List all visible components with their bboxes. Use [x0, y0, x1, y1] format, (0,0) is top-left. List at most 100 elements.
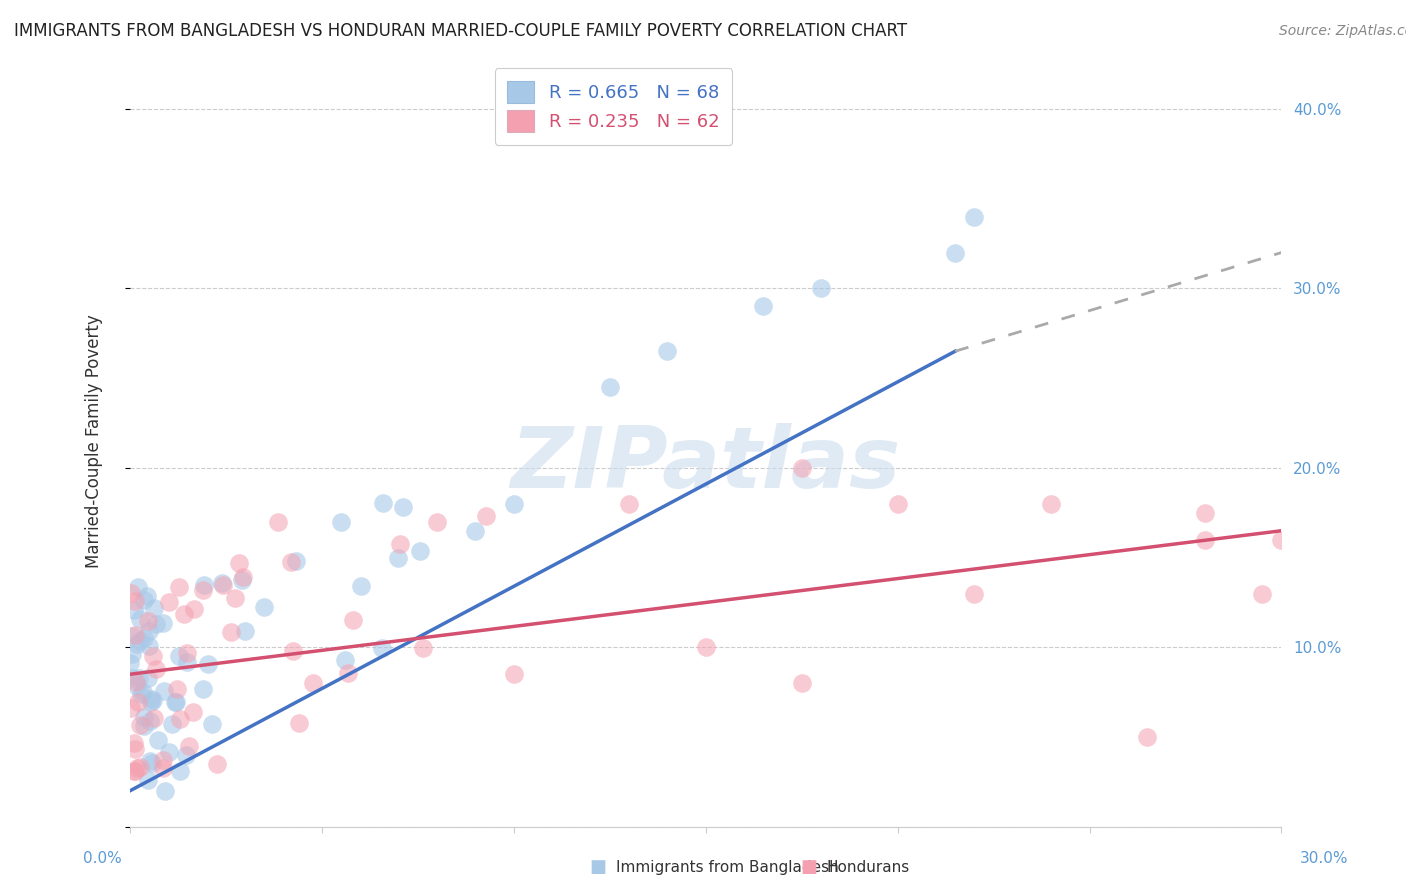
Point [129, 634, 152, 648]
Point [1194, 506, 1216, 520]
Text: 0.0%: 0.0% [83, 851, 122, 865]
Point [169, 712, 191, 726]
Point [193, 682, 215, 697]
Point [329, 515, 352, 529]
Point [183, 602, 205, 616]
Point [371, 640, 394, 655]
Point [392, 500, 415, 514]
Point [166, 681, 188, 696]
Point [136, 614, 159, 628]
Text: Hondurans: Hondurans [827, 860, 910, 874]
Point [127, 695, 149, 709]
Point [124, 742, 146, 756]
Point [412, 640, 434, 655]
Point [224, 591, 246, 606]
Point [167, 648, 190, 663]
Point [176, 655, 198, 669]
Point [280, 555, 302, 569]
Point [125, 675, 148, 690]
Text: Immigrants from Bangladesh: Immigrants from Bangladesh [616, 860, 838, 874]
Point [143, 711, 166, 725]
Point [121, 671, 143, 685]
Point [146, 733, 169, 747]
Point [145, 662, 167, 676]
Point [143, 601, 166, 615]
Point [169, 764, 191, 778]
Point [173, 607, 195, 621]
Point [179, 739, 201, 754]
Point [157, 745, 180, 759]
Legend: R = 0.665   N = 68, R = 0.235   N = 62: R = 0.665 N = 68, R = 0.235 N = 62 [495, 68, 733, 145]
Point [1289, 721, 1312, 735]
Point [125, 679, 148, 693]
Point [139, 695, 162, 709]
Point [337, 665, 360, 680]
Point [120, 586, 142, 600]
Text: ZIPatlas: ZIPatlas [510, 423, 901, 506]
Point [142, 649, 165, 664]
Point [231, 574, 253, 588]
Point [502, 667, 524, 681]
Point [127, 581, 149, 595]
Point [132, 592, 155, 607]
Point [181, 705, 204, 719]
Point [212, 578, 235, 592]
Point [122, 603, 145, 617]
Point [120, 700, 142, 714]
Point [1270, 533, 1292, 547]
Point [389, 537, 412, 551]
Point [301, 676, 323, 690]
Point [211, 576, 233, 591]
Point [128, 671, 150, 685]
Point [127, 761, 149, 775]
Point [132, 719, 155, 733]
Point [1040, 497, 1063, 511]
Point [128, 612, 150, 626]
Point [790, 676, 813, 690]
Point [266, 515, 288, 529]
Point [1136, 730, 1159, 744]
Point [232, 570, 254, 584]
Point [233, 624, 256, 639]
Point [963, 586, 986, 600]
Point [152, 754, 174, 768]
Point [810, 281, 832, 295]
Point [193, 583, 215, 598]
Point [152, 761, 174, 775]
Point [132, 685, 155, 699]
Point [409, 544, 432, 558]
Point [193, 578, 215, 592]
Point [752, 299, 775, 313]
Point [152, 616, 174, 631]
Point [141, 756, 163, 770]
Point [695, 640, 717, 655]
Point [162, 717, 184, 731]
Point [120, 657, 142, 671]
Point [121, 648, 143, 662]
Point [502, 497, 524, 511]
Point [387, 550, 409, 565]
Point [145, 617, 167, 632]
Point [350, 579, 373, 593]
Text: 30.0%: 30.0% [1301, 851, 1348, 865]
Point [617, 497, 640, 511]
Point [125, 637, 148, 651]
Point [157, 595, 180, 609]
Point [228, 557, 250, 571]
Point [122, 764, 145, 779]
Point [201, 717, 224, 731]
Text: ■: ■ [589, 858, 606, 876]
Point [943, 245, 966, 260]
Y-axis label: Married-Couple Family Poverty: Married-Couple Family Poverty [86, 314, 103, 568]
Point [284, 554, 307, 568]
Point [599, 380, 621, 394]
Point [163, 695, 186, 709]
Point [253, 599, 276, 614]
Point [219, 624, 242, 639]
Point [124, 628, 146, 642]
Point [1251, 586, 1274, 600]
Point [134, 631, 156, 645]
Point [129, 688, 152, 702]
Point [1194, 533, 1216, 547]
Point [333, 653, 356, 667]
